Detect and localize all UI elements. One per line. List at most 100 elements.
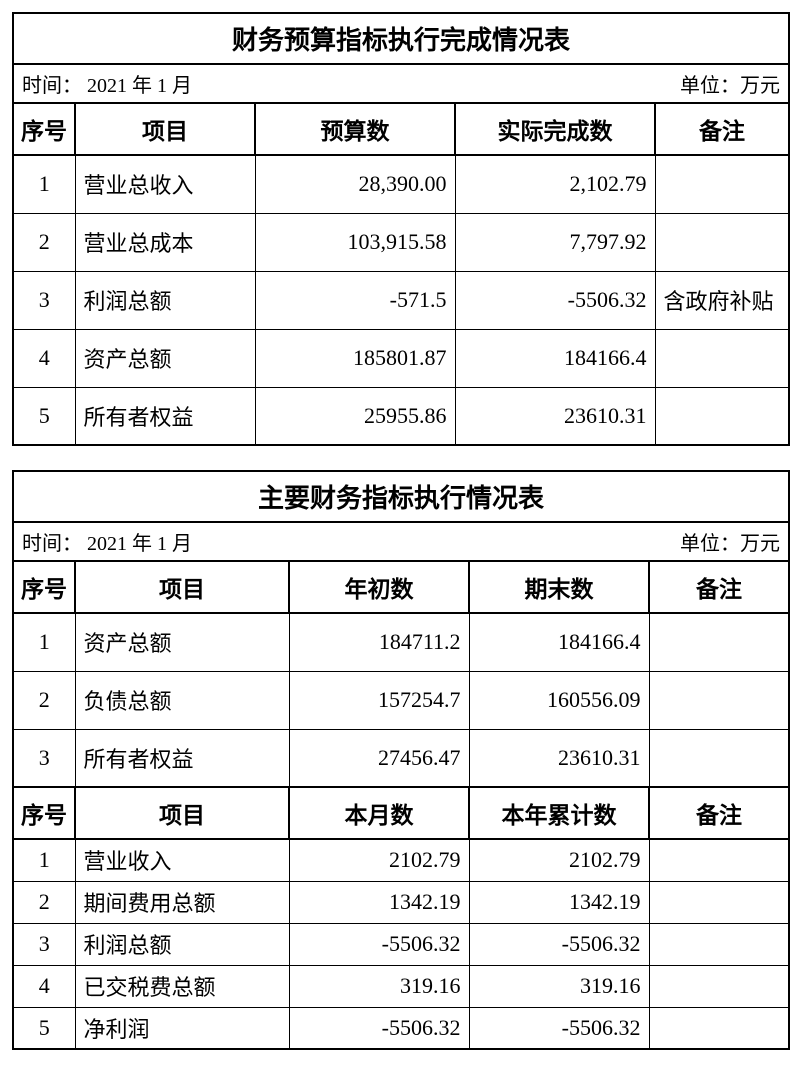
t2a-r0-item: 资产总额 [75,613,289,671]
table-row: 1 营业总收入 28,390.00 2,102.79 [13,155,789,213]
t2b-r3-c4: 319.16 [469,965,649,1007]
t2a-r1-c4: 160556.09 [469,671,649,729]
t2a-hd-c4: 期末数 [469,561,649,613]
t2b-r3-item: 已交税费总额 [75,965,289,1007]
t2b-hd-seq: 序号 [13,787,75,839]
table1-title: 财务预算指标执行完成情况表 [13,13,789,64]
t2a-r1-seq: 2 [13,671,75,729]
t2a-r1-remark [649,671,789,729]
finance-table-grid: 主要财务指标执行情况表 时间： 2021 年 1 月 单位：万元 序号 项目 年… [12,470,790,1050]
t2b-r2-c4: -5506.32 [469,923,649,965]
t1-r4-item: 所有者权益 [75,387,255,445]
t2b-r3-c3: 319.16 [289,965,469,1007]
t2a-hd-remark: 备注 [649,561,789,613]
t1-r4-remark [655,387,789,445]
t1-r3-seq: 4 [13,329,75,387]
t1-r4-seq: 5 [13,387,75,445]
budget-table-grid: 财务预算指标执行完成情况表 时间： 2021 年 1 月 单位：万元 序号 项目… [12,12,790,446]
t2b-r1-c3: 1342.19 [289,881,469,923]
table-row: 4 资产总额 185801.87 184166.4 [13,329,789,387]
t2a-r2-c4: 23610.31 [469,729,649,787]
t1-r2-seq: 3 [13,271,75,329]
t2b-hd-item: 项目 [75,787,289,839]
table2-unit: 单位：万元 [680,527,780,556]
t2b-r2-remark [649,923,789,965]
t2a-hd-c3: 年初数 [289,561,469,613]
table2-headerA-row: 序号 项目 年初数 期末数 备注 [13,561,789,613]
t1-r3-item: 资产总额 [75,329,255,387]
t2b-r2-c3: -5506.32 [289,923,469,965]
t1-r0-actual: 2,102.79 [455,155,655,213]
t1-r0-item: 营业总收入 [75,155,255,213]
table1-meta: 时间： 2021 年 1 月 单位：万元 [13,64,789,103]
table-row: 2 负债总额 157254.7 160556.09 [13,671,789,729]
t2b-r0-item: 营业收入 [75,839,289,881]
table2-time-label: 时间： [22,533,82,555]
table-row: 4 已交税费总额 319.16 319.16 [13,965,789,1007]
t2a-r0-seq: 1 [13,613,75,671]
t1-r2-actual: -5506.32 [455,271,655,329]
table2-time-value: 2021 年 1 月 [87,533,192,555]
table-row: 2 营业总成本 103,915.58 7,797.92 [13,213,789,271]
t2a-hd-item: 项目 [75,561,289,613]
t1-hd-budget: 预算数 [255,103,455,155]
t1-r3-remark [655,329,789,387]
budget-table: 财务预算指标执行完成情况表 时间： 2021 年 1 月 单位：万元 序号 项目… [12,12,788,446]
table2-title: 主要财务指标执行情况表 [13,471,789,522]
t2b-r1-item: 期间费用总额 [75,881,289,923]
t2b-r0-seq: 1 [13,839,75,881]
t1-r0-budget: 28,390.00 [255,155,455,213]
t2a-r2-remark [649,729,789,787]
table1-time-label: 时间： [22,75,82,97]
t2a-r0-c4: 184166.4 [469,613,649,671]
t2a-r2-seq: 3 [13,729,75,787]
t1-hd-remark: 备注 [655,103,789,155]
t2b-hd-remark: 备注 [649,787,789,839]
t1-r2-budget: -571.5 [255,271,455,329]
table1-unit: 单位：万元 [680,69,780,98]
t2b-r3-remark [649,965,789,1007]
t2b-r1-seq: 2 [13,881,75,923]
t2b-r0-c4: 2102.79 [469,839,649,881]
finance-table: 主要财务指标执行情况表 时间： 2021 年 1 月 单位：万元 序号 项目 年… [12,470,788,1050]
t1-hd-item: 项目 [75,103,255,155]
t1-r2-item: 利润总额 [75,271,255,329]
t1-r1-actual: 7,797.92 [455,213,655,271]
t2b-r0-remark [649,839,789,881]
table-row: 3 利润总额 -5506.32 -5506.32 [13,923,789,965]
table1-time-value: 2021 年 1 月 [87,75,192,97]
table1-header-row: 序号 项目 预算数 实际完成数 备注 [13,103,789,155]
t1-r4-actual: 23610.31 [455,387,655,445]
table2-headerB-row: 序号 项目 本月数 本年累计数 备注 [13,787,789,839]
table-row: 1 营业收入 2102.79 2102.79 [13,839,789,881]
t1-r3-budget: 185801.87 [255,329,455,387]
t2b-r2-item: 利润总额 [75,923,289,965]
t2b-r1-c4: 1342.19 [469,881,649,923]
t1-r3-actual: 184166.4 [455,329,655,387]
t1-r4-budget: 25955.86 [255,387,455,445]
t1-r2-remark: 含政府补贴 [655,271,789,329]
t2a-r1-c3: 157254.7 [289,671,469,729]
t1-r0-remark [655,155,789,213]
t2b-r2-seq: 3 [13,923,75,965]
table-row: 5 所有者权益 25955.86 23610.31 [13,387,789,445]
t2b-hd-c3: 本月数 [289,787,469,839]
t1-r1-item: 营业总成本 [75,213,255,271]
table-row: 3 所有者权益 27456.47 23610.31 [13,729,789,787]
t1-hd-seq: 序号 [13,103,75,155]
t2b-r3-seq: 4 [13,965,75,1007]
t1-r1-remark [655,213,789,271]
table-row: 1 资产总额 184711.2 184166.4 [13,613,789,671]
t1-r1-seq: 2 [13,213,75,271]
t1-r0-seq: 1 [13,155,75,213]
table-row: 2 期间费用总额 1342.19 1342.19 [13,881,789,923]
t2b-hd-c4: 本年累计数 [469,787,649,839]
t2a-r0-remark [649,613,789,671]
t2a-hd-seq: 序号 [13,561,75,613]
t2b-r0-c3: 2102.79 [289,839,469,881]
table-row: 3 利润总额 -571.5 -5506.32 含政府补贴 [13,271,789,329]
table2-meta: 时间： 2021 年 1 月 单位：万元 [13,522,789,561]
t2a-r0-c3: 184711.2 [289,613,469,671]
t2a-r2-c3: 27456.47 [289,729,469,787]
t2a-r1-item: 负债总额 [75,671,289,729]
